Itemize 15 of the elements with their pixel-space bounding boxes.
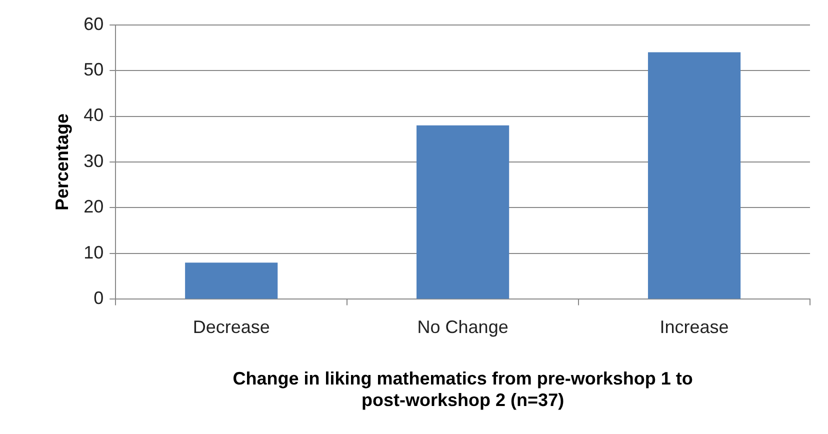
bar [416, 125, 510, 299]
y-tick-label: 40 [84, 105, 104, 126]
y-tick-label: 10 [84, 242, 104, 262]
y-axis-title: Percentage [52, 113, 72, 211]
x-axis-title: Change in liking mathematics from pre-workshop 1 to post-workshop 2 (n=37) [232, 368, 693, 410]
y-tick-label: 50 [84, 60, 104, 80]
y-tick-label: 60 [84, 14, 104, 34]
y-tick-label: 20 [84, 196, 104, 217]
bar [648, 52, 741, 299]
y-tick-label: 0 [94, 288, 104, 308]
x-tick-label: Increase [660, 316, 729, 337]
x-tick-label: No Change [417, 316, 508, 337]
x-tick-label: Decrease [192, 316, 270, 337]
y-tick-label: 30 [84, 150, 104, 171]
bar [185, 262, 278, 299]
